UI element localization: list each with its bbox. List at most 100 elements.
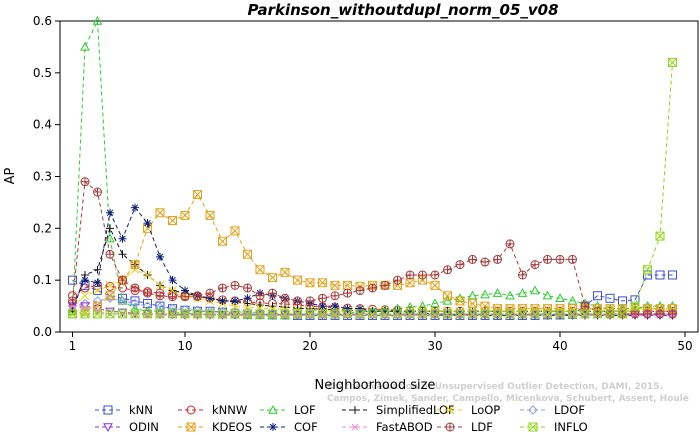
plot-frame <box>59 20 699 333</box>
point-inflo <box>243 309 252 319</box>
y-tick-label: 0.3 <box>33 170 52 184</box>
point-ldf <box>280 293 290 303</box>
point-kdeos <box>430 280 440 290</box>
point-ldof <box>92 296 103 306</box>
point-inflo <box>580 309 590 319</box>
point-kdeos <box>168 216 177 226</box>
x-tick-label: 10 <box>177 339 192 353</box>
x-tick-label: 50 <box>677 339 692 353</box>
point-ldf <box>130 283 140 293</box>
point-cof <box>131 203 139 212</box>
chart-title: Parkinson_withoutdupl_norm_05_v08 <box>247 1 558 19</box>
legend-label: SimplifiedLOF <box>376 403 455 417</box>
point-cof <box>356 304 364 313</box>
point-ldf <box>480 257 490 267</box>
point-kdeos <box>318 278 327 288</box>
watermark-line-2: On the Evaluation of Unsupervised Outlie… <box>328 382 663 392</box>
point-inflo <box>230 309 240 319</box>
legend-item-cof: COF <box>260 420 318 434</box>
point-ldf <box>317 293 328 303</box>
legend-label: LOF <box>294 403 316 417</box>
point-inflo <box>630 301 640 311</box>
point-lof <box>480 289 490 299</box>
point-cof <box>118 234 127 243</box>
point-inflo <box>618 309 627 319</box>
y-tick-label: 0.0 <box>33 325 52 339</box>
point-inflo <box>380 309 390 319</box>
point-inflo <box>118 309 127 319</box>
point-kdeos <box>230 226 240 236</box>
legend-label: LDF <box>471 420 493 434</box>
point-ldf <box>255 291 265 301</box>
point-cof <box>393 307 402 316</box>
point-fastabod <box>81 305 89 312</box>
point-inflo <box>593 309 602 319</box>
y-tick-label: 0.5 <box>33 66 52 80</box>
point-simplifiedlof <box>293 304 302 313</box>
point-loop <box>105 280 115 290</box>
point-inflo <box>205 309 215 319</box>
point-ldf <box>555 254 565 264</box>
point-ldf <box>330 291 340 301</box>
point-cof <box>331 302 339 311</box>
point-inflo <box>530 309 540 319</box>
point-inflo <box>293 309 302 319</box>
point-inflo <box>505 309 515 319</box>
point-ldf <box>455 260 465 270</box>
legend-item-ldf: LDF <box>437 420 493 434</box>
point-inflo <box>668 57 677 67</box>
point-inflo <box>543 309 552 319</box>
point-inflo <box>355 309 365 319</box>
point-inflo <box>68 309 77 319</box>
point-ldf <box>267 288 278 298</box>
point-ldf <box>180 292 190 302</box>
point-ldof <box>117 296 128 306</box>
point-loop <box>155 280 165 290</box>
point-inflo <box>168 309 177 319</box>
point-inflo <box>443 309 452 319</box>
point-loop <box>143 270 152 280</box>
point-knn <box>68 275 77 285</box>
y-axis-label: AP <box>3 167 18 184</box>
point-ldf <box>217 283 228 293</box>
point-ldf <box>167 292 178 302</box>
legend-swatch-marker <box>269 423 277 431</box>
point-ldf <box>505 239 515 249</box>
point-fastabod <box>156 311 164 319</box>
point-ldf <box>655 309 665 319</box>
legend-item-odin: ODIN <box>95 420 159 434</box>
point-knn <box>605 293 615 303</box>
point-ldf <box>355 286 365 296</box>
series-line-lof <box>72 19 673 316</box>
point-inflo <box>93 309 102 319</box>
point-kdeos <box>343 280 352 290</box>
point-kdeos <box>405 278 415 288</box>
point-inflo <box>318 309 327 319</box>
point-inflo <box>393 309 402 319</box>
point-ldf <box>367 283 378 293</box>
point-ldf <box>567 254 578 264</box>
point-inflo <box>330 309 340 319</box>
legend-label: ODIN <box>129 420 159 434</box>
point-inflo <box>430 309 440 319</box>
point-ldf <box>667 309 678 319</box>
point-inflo <box>130 309 140 319</box>
point-cof <box>406 308 414 317</box>
point-lof <box>92 15 103 25</box>
point-odin <box>167 310 178 320</box>
y-tick-label: 0.1 <box>33 273 52 287</box>
point-ldf <box>242 283 253 293</box>
point-inflo <box>218 309 227 319</box>
y-tick-label: 0.4 <box>33 118 52 132</box>
legend-label: LoOP <box>471 403 500 417</box>
point-cof <box>106 208 114 217</box>
point-simplifiedlof <box>106 224 114 233</box>
point-inflo <box>180 309 190 319</box>
x-tick-label: 1 <box>69 339 77 353</box>
point-ldf <box>405 270 415 280</box>
point-kdeos <box>243 249 252 259</box>
series-inflo <box>68 57 677 319</box>
legend-item-loop: LoOP <box>437 403 500 417</box>
legend-item-fastabod: FastABOD <box>342 420 433 434</box>
